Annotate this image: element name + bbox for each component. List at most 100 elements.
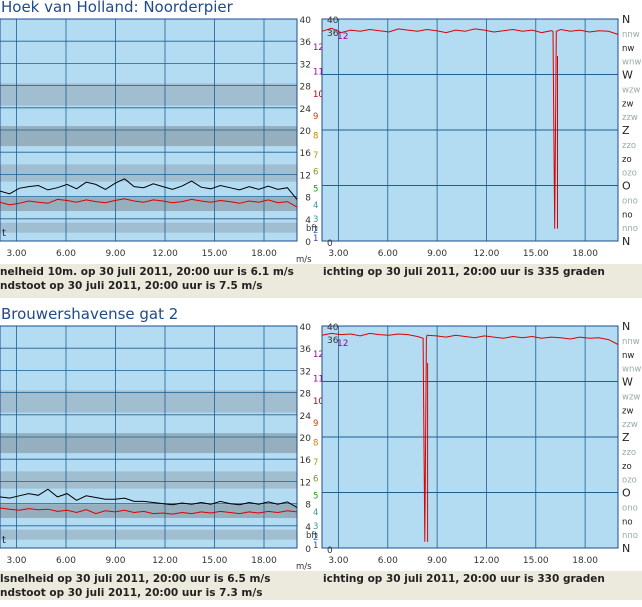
direction-bft-tick-label: 12 [337,339,348,349]
y-tick-label: 32 [300,367,311,377]
bft-tick-label: 1 [313,541,318,551]
x-tick-label: 3.00 [328,556,348,566]
direction-caption: ichting op 30 juli 2011, 20:00 uur is 33… [323,573,605,585]
x-tick-label: 9.00 [105,556,125,566]
direction-plot-border [321,18,619,242]
bft-tick-label: 10 [313,90,324,100]
speed-caption: lsnelheid op 30 juli 2011, 20:00 uur is … [0,573,271,585]
compass-label: wzw [622,392,640,402]
bft-unit-label: bft [306,224,318,234]
x-tick-label: 18.00 [572,249,598,259]
y-tick-label: 0 [305,545,311,555]
x-tick-label: 18.00 [251,249,277,259]
compass-label: nw [622,44,634,54]
bft-tick-label: 1 [313,234,318,244]
y-tick-label: 32 [300,60,311,70]
direction-y-tick-label: 0 [327,546,333,556]
station-panel-hoek-van-holland: Hoek van Holland: Noorderpier 0 4 8 12 16 20 2… [0,0,642,300]
x-tick-label: 15.00 [202,556,228,566]
x-tick-label: 6.00 [378,249,398,259]
x-tick-label: 18.00 [251,556,277,566]
compass-label: nnw [622,337,640,347]
bft-tick-label: 9 [313,419,318,429]
beaufort-band [0,222,297,233]
compass-label: ono [622,196,638,206]
gust-caption: ndstoot op 30 juli 2011, 20:00 uur is 7.… [0,280,263,292]
compass-label: N [622,13,630,26]
beaufort-band [0,83,297,106]
beaufort-band [0,504,297,519]
speed-caption: nelheid 10m. op 30 juli 2011, 20:00 uur … [0,266,294,278]
compass-label: N [622,235,630,248]
x-tick-label: 15.00 [523,556,549,566]
compass-label: zw [622,406,633,416]
x-tick-label: 15.00 [523,249,549,259]
compass-label: Z [622,431,630,444]
x-tick-label: 12.00 [152,249,178,259]
direction-y-tick-label: 40 [327,16,339,26]
compass-label: nw [622,351,634,361]
direction-series-line [321,332,619,542]
bft-tick-label: 7 [313,458,318,468]
compass-label: nno [622,224,638,234]
bft-tick-label: 5 [313,184,318,194]
y-tick-label: 8 [305,194,311,204]
x-tick-label: 3.00 [6,556,26,566]
beaufort-band [0,471,297,489]
bft-tick-label: 2 [313,533,318,543]
gust-series-line [0,488,298,508]
gust-series-line [0,178,298,200]
y-tick-label: 24 [300,105,312,115]
compass-label: wnw [622,58,641,68]
y-tick-label: 4 [305,523,311,533]
bft-unit-label: bft [306,531,318,541]
y-tick-label: 28 [300,83,312,93]
bft-tick-label: 4 [313,508,318,518]
y-tick-label: 12 [300,478,311,488]
compass-label: O [622,487,631,500]
x-tick-label: 12.00 [474,249,500,259]
station-charts: 0481216202428323640123456789101112bftm/s… [0,13,641,265]
caption-strip [0,264,642,298]
compass-label: nno [622,531,638,541]
y-tick-label: 16 [300,149,312,159]
beaufort-band [0,164,297,182]
ms-unit-label: m/s [296,255,312,265]
x-tick-label: 12.00 [152,556,178,566]
y-tick-label: 16 [300,456,312,466]
x-tick-label: 6.00 [56,249,76,259]
station-title: Hoek van Holland: Noorderpier [1,0,233,16]
compass-label: no [622,517,633,527]
beaufort-band [0,197,297,212]
bft-tick-label: 12 [313,43,324,53]
bft-tick-label: 7 [313,151,318,161]
compass-label: N [622,542,630,555]
beaufort-band [0,433,297,454]
compass-label: zzo [622,448,636,458]
station-charts: 0481216202428323640123456789101112bftm/s… [0,320,641,572]
direction-y-tick-label: 0 [327,239,333,249]
compass-label: wzw [622,85,640,95]
direction-bft-tick-label: 12 [337,32,348,42]
y-tick-label: 36 [300,38,312,48]
compass-label: zo [622,155,632,165]
direction-caption: ichting op 30 juli 2011, 20:00 uur is 33… [323,266,605,278]
direction-series-line [321,27,619,229]
direction-y-tick-label: 36 [327,29,339,39]
bft-tick-label: 8 [313,439,318,449]
beaufort-band [0,126,297,147]
direction-y-tick-label: 40 [327,323,339,333]
direction-y-tick-label: 36 [327,336,339,346]
compass-label: ozo [622,476,637,486]
station-panel-brouwershavense-gat: Brouwershavense gat 2 0 4 8 12 16 20 24 28 32 36 4… [0,305,642,607]
x-tick-label: 9.00 [427,556,447,566]
compass-label: ozo [622,169,637,179]
compass-label: W [622,69,633,82]
compass-label: Z [622,124,630,137]
x-tick-label: 3.00 [6,249,26,259]
t-label: t [2,535,6,546]
bft-tick-label: 6 [313,475,318,485]
bft-tick-label: 4 [313,201,318,211]
speed-series-line [0,507,298,515]
compass-label: O [622,180,631,193]
